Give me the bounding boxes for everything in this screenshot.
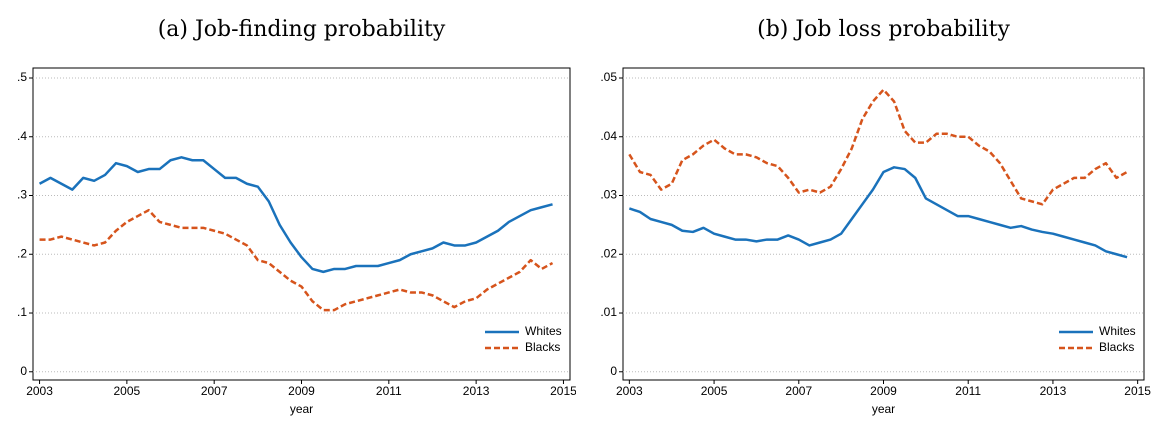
- x-tick-label: 2013: [463, 384, 490, 398]
- y-tick-label: .04: [600, 129, 617, 143]
- x-tick-label: 2015: [550, 384, 576, 398]
- legend-label: Whites: [1099, 324, 1136, 338]
- x-tick-label: 2005: [114, 384, 141, 398]
- data-line: [628, 166, 1128, 259]
- x-tick-label: 2009: [288, 384, 315, 398]
- data-line: [38, 156, 553, 274]
- y-tick-label: .05: [600, 70, 617, 84]
- y-tick-label: 0: [20, 364, 27, 378]
- y-tick-label: .1: [17, 305, 27, 319]
- x-tick-label: 2011: [376, 384, 402, 398]
- x-axis-label: year: [290, 402, 313, 416]
- x-tick-label: 2013: [1040, 384, 1067, 398]
- chart-title: (a) Job-finding probability: [158, 17, 446, 42]
- y-tick-label: .5: [17, 70, 27, 84]
- data-line: [628, 88, 1128, 206]
- x-tick-label: 2007: [785, 384, 812, 398]
- x-tick-label: 2005: [701, 384, 728, 398]
- y-tick-label: .01: [600, 305, 617, 319]
- y-tick-label: .3: [17, 188, 27, 202]
- y-tick-label: .2: [17, 246, 27, 260]
- data-line: [39, 208, 554, 312]
- legend-label: Blacks: [1099, 340, 1134, 354]
- y-tick-label: .4: [17, 129, 27, 143]
- legend-label: Whites: [525, 324, 562, 338]
- y-tick-label: 0: [610, 364, 617, 378]
- chart-title: (b) Job loss probability: [757, 17, 1010, 42]
- x-tick-label: 2011: [955, 384, 981, 398]
- x-axis-label: year: [872, 402, 895, 416]
- x-tick-label: 2015: [1124, 384, 1151, 398]
- x-tick-label: 2003: [26, 384, 53, 398]
- chart: (a) Job-finding probability 0 .1 .2 .3 .4 .5 20…: [17, 17, 576, 416]
- y-tick-label: .03: [600, 188, 617, 202]
- x-tick-label: 2003: [616, 384, 643, 398]
- x-tick-label: 2007: [201, 384, 228, 398]
- x-tick-label: 2009: [870, 384, 897, 398]
- chart: (b) Job loss probability 0 .01 .02 .03 .04 .05…: [600, 17, 1151, 416]
- legend-label: Blacks: [525, 340, 560, 354]
- y-tick-label: .02: [600, 246, 617, 260]
